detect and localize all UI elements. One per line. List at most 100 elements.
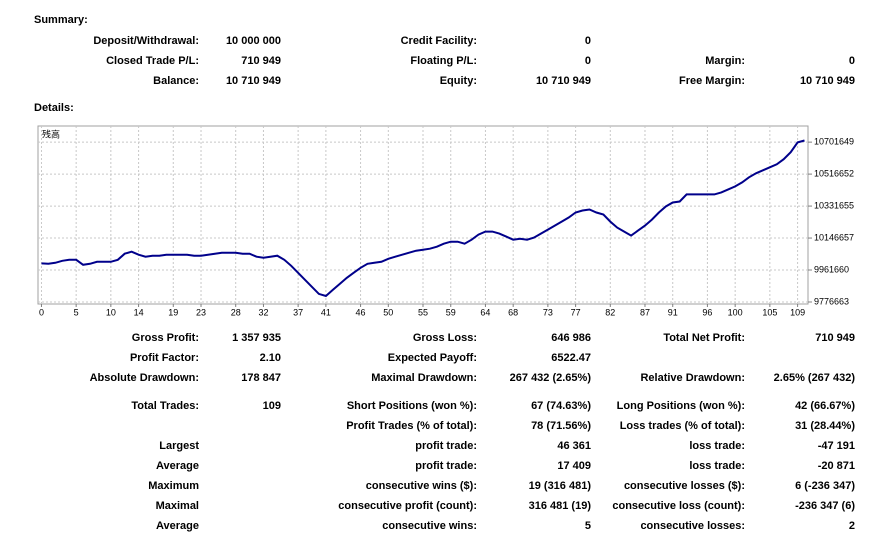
label: Free Margin: — [679, 75, 745, 87]
x-tick-label: 91 — [668, 307, 678, 317]
value: 10 710 949 — [226, 75, 281, 87]
value: 0 — [849, 55, 855, 67]
x-tick-label: 46 — [356, 307, 366, 317]
x-tick-label: 0 — [39, 307, 44, 317]
label: Average — [156, 460, 199, 472]
label: consecutive losses ($): — [624, 480, 745, 492]
value: 710 949 — [815, 332, 855, 344]
label: Absolute Drawdown: — [90, 372, 199, 384]
label: Margin: — [705, 55, 745, 67]
value: 10 000 000 — [226, 35, 281, 47]
label: consecutive losses: — [640, 520, 745, 532]
value: 46 361 — [557, 440, 591, 452]
label: Short Positions (won %): — [347, 400, 477, 412]
value: 178 847 — [241, 372, 281, 384]
value: 19 (316 481) — [529, 480, 592, 492]
label: Loss trades (% of total): — [620, 420, 745, 432]
value: 109 — [263, 400, 281, 412]
y-tick-label: 10331655 — [814, 200, 854, 210]
label: consecutive wins ($): — [366, 480, 477, 492]
x-tick-label: 32 — [258, 307, 268, 317]
label: Profit Trades (% of total): — [346, 420, 477, 432]
label: Closed Trade P/L: — [106, 55, 199, 67]
label: profit trade: — [415, 440, 477, 452]
value: 10 710 949 — [536, 75, 591, 87]
label: Credit Facility: — [401, 35, 477, 47]
x-tick-label: 105 — [762, 307, 777, 317]
label: Floating P/L: — [410, 55, 477, 67]
label: Balance: — [153, 75, 199, 87]
y-tick-label: 9961660 — [814, 264, 849, 274]
label: Total Trades: — [131, 400, 199, 412]
label: Gross Profit: — [132, 332, 199, 344]
label: consecutive loss (count): — [612, 500, 745, 512]
x-tick-label: 100 — [728, 307, 743, 317]
x-tick-label: 23 — [196, 307, 206, 317]
value: -20 871 — [818, 460, 855, 472]
x-tick-label: 19 — [168, 307, 178, 317]
value: 10 710 949 — [800, 75, 855, 87]
value: 78 (71.56%) — [531, 420, 591, 432]
value: 2.65% (267 432) — [774, 372, 856, 384]
balance-line — [41, 139, 805, 298]
x-tick-label: 77 — [571, 307, 581, 317]
value: 67 (74.63%) — [531, 400, 591, 412]
x-tick-label: 59 — [446, 307, 456, 317]
x-tick-label: 68 — [508, 307, 518, 317]
label: Average — [156, 520, 199, 532]
value: 0 — [585, 55, 591, 67]
label: loss trade: — [689, 460, 745, 472]
label: Maximum — [148, 480, 199, 492]
x-tick-label: 96 — [702, 307, 712, 317]
x-tick-label: 37 — [293, 307, 303, 317]
y-tick-label: 10516652 — [814, 168, 854, 178]
value: 267 432 (2.65%) — [510, 372, 592, 384]
value: 31 (28.44%) — [795, 420, 855, 432]
value: 316 481 (19) — [529, 500, 592, 512]
label: Deposit/Withdrawal: — [93, 35, 199, 47]
x-tick-label: 41 — [321, 307, 331, 317]
label: Maximal Drawdown: — [371, 372, 477, 384]
x-tick-label: 5 — [74, 307, 79, 317]
value: 6522.47 — [551, 352, 591, 364]
label: Profit Factor: — [130, 352, 199, 364]
x-tick-label: 64 — [480, 307, 490, 317]
x-tick-label: 50 — [383, 307, 393, 317]
legend-label: 残高 — [42, 128, 60, 139]
value: -236 347 (6) — [795, 500, 855, 512]
label: consecutive profit (count): — [338, 500, 477, 512]
label: Expected Payoff: — [388, 352, 477, 364]
label: loss trade: — [689, 440, 745, 452]
label: Gross Loss: — [413, 332, 477, 344]
y-tick-label: 10701649 — [814, 137, 854, 147]
y-tick-label: 10146657 — [814, 232, 854, 242]
value: 1 357 935 — [232, 332, 281, 344]
section-title: Details: — [34, 102, 74, 114]
value: 710 949 — [241, 55, 281, 67]
label: Long Positions (won %): — [617, 400, 745, 412]
x-tick-label: 82 — [605, 307, 615, 317]
label: Maximal — [156, 500, 199, 512]
x-tick-label: 55 — [418, 307, 428, 317]
x-tick-label: 28 — [231, 307, 241, 317]
section-title: Summary: — [34, 14, 88, 26]
label: profit trade: — [415, 460, 477, 472]
value: 2 — [849, 520, 855, 532]
label: Equity: — [440, 75, 477, 87]
label: Relative Drawdown: — [640, 372, 745, 384]
value: 2.10 — [260, 352, 281, 364]
label: Largest — [159, 440, 199, 452]
label: consecutive wins: — [382, 520, 477, 532]
value: 646 986 — [551, 332, 591, 344]
value: 17 409 — [557, 460, 591, 472]
value: -47 191 — [818, 440, 855, 452]
y-tick-label: 9776663 — [814, 296, 849, 306]
x-tick-label: 87 — [640, 307, 650, 317]
x-tick-label: 109 — [790, 307, 805, 317]
x-tick-label: 10 — [106, 307, 116, 317]
value: 42 (66.67%) — [795, 400, 855, 412]
x-tick-label: 73 — [543, 307, 553, 317]
x-tick-label: 14 — [134, 307, 144, 317]
value: 6 (-236 347) — [795, 480, 855, 492]
